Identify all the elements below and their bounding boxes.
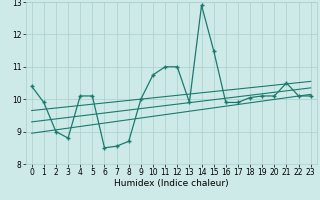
X-axis label: Humidex (Indice chaleur): Humidex (Indice chaleur)	[114, 179, 228, 188]
